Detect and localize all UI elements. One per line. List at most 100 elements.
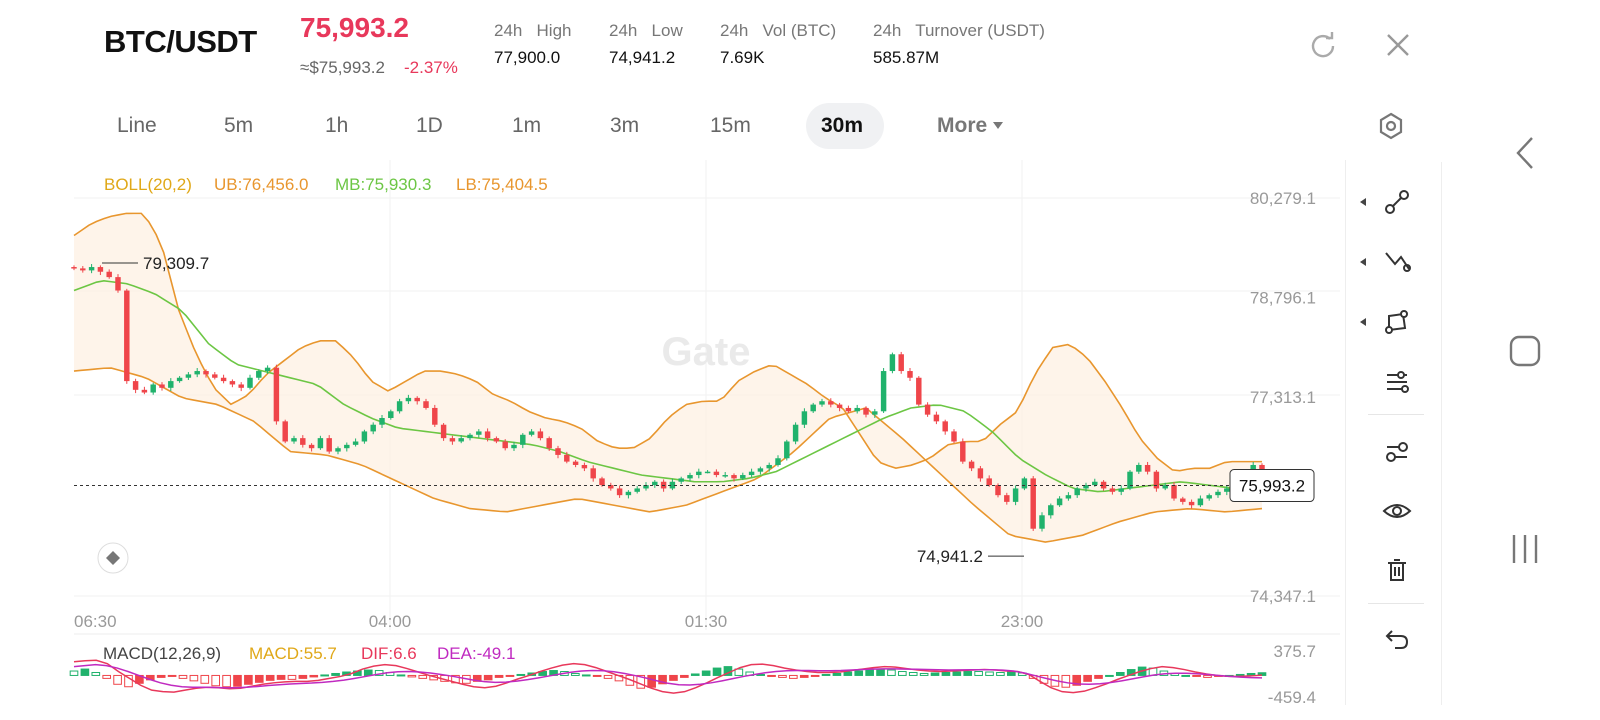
last-price: 75,993.2: [300, 12, 409, 43]
change-percent: -2.37%: [404, 58, 458, 77]
macd-bar: [887, 669, 896, 676]
candle-body: [194, 371, 200, 375]
candle-body: [643, 485, 649, 489]
candle-body: [1180, 498, 1186, 502]
undo-icon[interactable]: [1376, 618, 1418, 660]
candle-body: [493, 438, 500, 442]
back-nav-icon[interactable]: [1510, 135, 1540, 176]
tab-30m[interactable]: 30m: [821, 114, 864, 137]
candle-body: [872, 411, 878, 415]
home-nav-icon[interactable]: [1508, 334, 1542, 373]
macd-value: MACD:55.7: [249, 644, 337, 663]
candle-body: [968, 461, 975, 469]
approx-price: ≈$75,993.2: [300, 58, 385, 77]
candle-body: [370, 424, 376, 432]
delete-icon[interactable]: [1376, 549, 1418, 591]
tab-line[interactable]: Line: [117, 114, 157, 137]
candle-body: [1021, 478, 1028, 489]
macd-bar: [767, 674, 776, 677]
candle-body: [405, 397, 412, 402]
toolbar-separator-2: [1368, 603, 1424, 604]
macd-bar: [91, 671, 101, 676]
price-tick: 74,347.1: [1250, 587, 1316, 606]
candle-body: [150, 384, 156, 393]
expand-arrow-icon[interactable]: [1360, 198, 1366, 206]
shape-icon[interactable]: [1376, 301, 1418, 343]
tab-more-label: More: [937, 114, 988, 137]
indicator-settings-icon[interactable]: [1376, 431, 1418, 473]
macd-bar: [996, 671, 1005, 676]
candle-body: [889, 354, 896, 372]
candle-body: [291, 438, 297, 442]
macd-bar: [625, 674, 635, 686]
macd-axis-bottom: -459.4: [1268, 688, 1316, 707]
candle-body: [652, 481, 658, 486]
macd-bar: [690, 673, 700, 676]
candle-body: [528, 431, 535, 435]
candlestick-chart[interactable]: Gate 75,993.2 79,309.7 74,941.2 80,279.1 78…: [0, 160, 1600, 720]
macd-bar: [821, 673, 831, 676]
tab-15m[interactable]: 15m: [710, 114, 751, 137]
tab-3m[interactable]: 3m: [610, 114, 640, 137]
candle-body: [995, 485, 1001, 496]
macd-bar: [680, 674, 689, 678]
candle-body: [722, 475, 728, 477]
price-axis: 80,279.1 78,796.1 77,313.1 74,347.1: [1250, 189, 1316, 606]
boll-label: BOLL(20,2): [104, 175, 192, 194]
macd-bar: [854, 670, 864, 676]
macd-bar: [396, 674, 406, 677]
candle-body: [696, 471, 702, 476]
stat-vol-label: 24h Vol (BTC): [720, 21, 837, 40]
candle-body: [599, 478, 605, 486]
expand-arrow-icon-2[interactable]: [1360, 258, 1366, 266]
macd-bar: [810, 674, 820, 677]
candle-body: [440, 424, 447, 439]
tab-1m[interactable]: 1m: [512, 114, 542, 137]
chart-settings-icon[interactable]: [1376, 111, 1406, 141]
stat-vol-value: 7.69K: [720, 48, 765, 67]
candle-body: [1065, 495, 1072, 499]
candle-body: [581, 464, 588, 469]
time-axis: 06:30 04:00 01:30 23:00: [74, 612, 1043, 631]
candle-body: [766, 464, 772, 469]
candle-body: [880, 371, 887, 412]
macd-bar: [571, 672, 580, 676]
recents-nav-icon[interactable]: [1510, 533, 1540, 570]
macd-bar: [483, 674, 493, 681]
price-tick: 77,313.1: [1250, 388, 1316, 407]
trendline-icon[interactable]: [1376, 181, 1418, 223]
macd-bar: [407, 674, 417, 678]
macd-bar: [298, 674, 308, 679]
refresh-icon[interactable]: [1308, 30, 1338, 60]
close-icon[interactable]: [1384, 31, 1412, 59]
candle-body: [124, 290, 130, 382]
candle-body: [115, 277, 121, 291]
multi-line-icon[interactable]: [1376, 241, 1418, 283]
tab-1d[interactable]: 1D: [416, 114, 443, 137]
lower-band-line: [73, 367, 1263, 543]
price-tick: 78,796.1: [1250, 289, 1316, 308]
tab-5m[interactable]: 5m: [224, 114, 254, 137]
macd-bar: [1203, 674, 1212, 678]
candle-body: [836, 404, 843, 408]
macd-bar: [505, 674, 515, 677]
candle-body: [740, 475, 746, 479]
visibility-icon[interactable]: [1376, 490, 1418, 532]
candle-body: [625, 491, 632, 496]
candle-body: [537, 431, 544, 439]
candle-body: [502, 441, 508, 449]
adjust-icon[interactable]: [1376, 361, 1418, 403]
tab-more[interactable]: More: [937, 112, 1004, 140]
candle-body: [1188, 501, 1195, 506]
macd-bar: [876, 668, 885, 676]
expand-arrow-icon-3[interactable]: [1360, 318, 1366, 326]
candle-body: [432, 407, 438, 425]
macd-bar: [658, 674, 667, 685]
drawing-mode-icon[interactable]: [97, 542, 129, 574]
tab-1h[interactable]: 1h: [325, 114, 349, 137]
macd-bar: [1072, 674, 1082, 686]
macd-bar: [1007, 671, 1016, 676]
macd-bar: [516, 673, 526, 676]
dif-line: [73, 659, 1263, 694]
macd-bar: [276, 674, 286, 680]
